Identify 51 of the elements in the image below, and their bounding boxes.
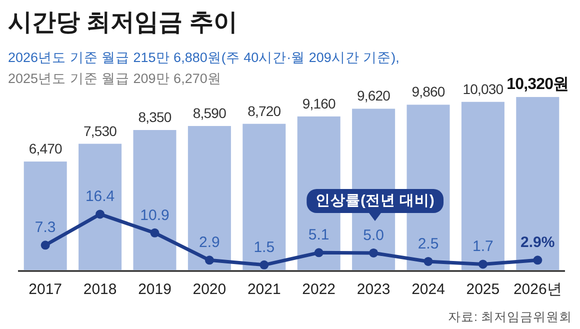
point xyxy=(314,248,324,258)
x-tick-label: 2023 xyxy=(356,281,390,298)
legend: 인상률(전년 대비) xyxy=(306,189,444,221)
data-label: 10,320원 xyxy=(506,76,569,93)
point xyxy=(424,256,433,266)
x-tick-label: 2025 xyxy=(466,281,500,298)
point xyxy=(204,256,214,265)
point xyxy=(150,228,160,238)
data-label: 2.9 xyxy=(199,234,220,252)
bar xyxy=(133,130,176,270)
point xyxy=(40,240,50,250)
data-label: 5.0 xyxy=(363,226,384,244)
data-label: 7.3 xyxy=(34,219,56,236)
data-label: 9,860 xyxy=(412,84,446,100)
data-label: 2.5 xyxy=(418,235,439,252)
x-tick-label: 2018 xyxy=(83,281,117,298)
data-label: 8,590 xyxy=(192,105,227,121)
bar xyxy=(24,162,67,270)
x-tick-label: 2017 xyxy=(28,281,62,298)
point xyxy=(478,260,488,269)
x-tick-label: 2020 xyxy=(192,281,226,298)
data-label: 9,620 xyxy=(357,88,391,104)
point xyxy=(96,210,105,219)
bar xyxy=(78,144,122,270)
bar xyxy=(516,97,560,270)
data-label: 2.9% xyxy=(520,234,555,252)
point xyxy=(369,248,378,258)
bar xyxy=(188,126,231,270)
data-label: 10,030 xyxy=(462,80,504,97)
data-label: 1.5 xyxy=(254,238,275,256)
x-tick-label: 2021 xyxy=(247,281,281,298)
point xyxy=(533,256,542,265)
bar xyxy=(242,124,286,270)
bar xyxy=(461,102,504,270)
data-label: 8,350 xyxy=(138,109,172,126)
text: 자료: 최저임금위원회 xyxy=(448,310,572,324)
point xyxy=(260,260,269,270)
x-tick-label: 2026년 xyxy=(513,281,562,298)
data-label: 7,530 xyxy=(84,122,118,139)
data-label: 16.4 xyxy=(85,188,115,206)
data-label: 9,160 xyxy=(302,95,336,112)
x-tick-label: 2024 xyxy=(412,281,445,298)
data-label: 6,470 xyxy=(28,140,62,157)
data-label: 1.7 xyxy=(472,238,494,256)
data-label: 10.9 xyxy=(140,206,170,224)
data-label: 5.1 xyxy=(308,226,330,244)
chart-title: 시간당 최저임금 추이 xyxy=(8,9,238,36)
data-label: 8,720 xyxy=(248,102,282,119)
chart-subtitle: 2026년도 기준 월급 215만 6,880원(주 40시간·월 209시간 기준), 2025년도 기준 월급 209만 6,270원 xyxy=(8,50,400,86)
x-tick-label: 2022 xyxy=(302,281,336,298)
x-tick-label: 2019 xyxy=(138,281,172,298)
